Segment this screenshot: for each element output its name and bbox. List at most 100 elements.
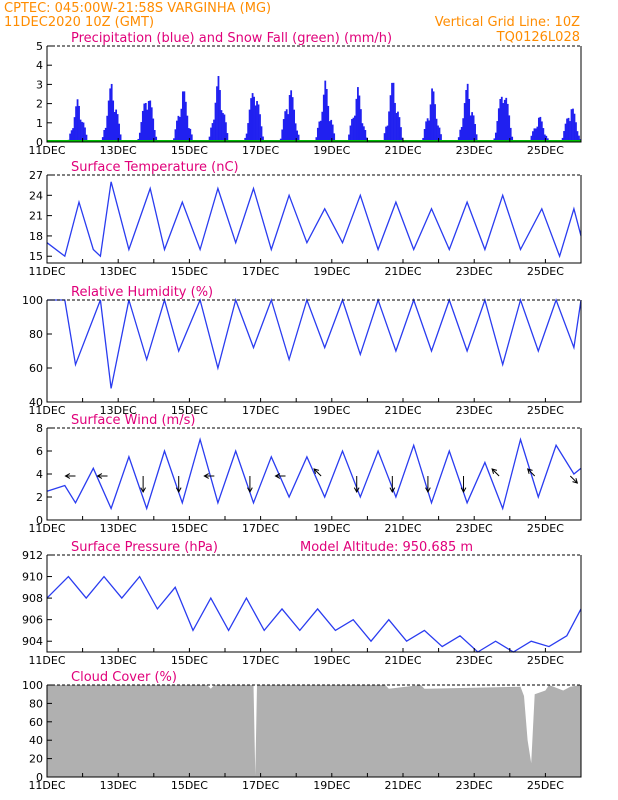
- precip-bar: [468, 98, 471, 142]
- precip-bar: [138, 132, 141, 142]
- precip-bar: [147, 101, 150, 142]
- precip-bar: [540, 121, 543, 142]
- precip-bar: [331, 124, 334, 142]
- wind-xtick-label: 15DEC: [171, 522, 208, 535]
- precip-bar: [190, 134, 193, 142]
- precip-bar: [149, 100, 152, 142]
- precip-bar: [328, 121, 331, 142]
- precip-bar: [566, 118, 568, 142]
- precip-bar: [386, 125, 389, 142]
- precip-bar: [174, 129, 177, 142]
- precip-bar: [511, 136, 514, 142]
- station-header: CPTEC: 045:00W-21:58S VARGINHA (MG): [4, 1, 271, 16]
- precip-bar: [431, 88, 433, 142]
- wind-arrow: [389, 476, 396, 494]
- cloud-title: Cloud Cover (%): [71, 670, 177, 685]
- precip-bar: [364, 130, 367, 142]
- precip-bar: [359, 109, 362, 142]
- wind-ytick-label: 0: [36, 514, 43, 527]
- pres-xtick-label: 15DEC: [171, 654, 208, 667]
- precip-bar: [426, 118, 429, 142]
- precip-bar: [333, 133, 336, 142]
- precip-bar: [503, 99, 506, 142]
- cloud-ytick-label: 60: [29, 716, 43, 729]
- wind-xtick-label: 19DEC: [313, 522, 350, 535]
- pres-xtick-label: 11DEC: [28, 654, 65, 667]
- precip-bar: [576, 131, 579, 142]
- precip-bar: [466, 83, 469, 142]
- cloud-xtick-label: 15DEC: [171, 779, 208, 792]
- precip-bar: [400, 127, 402, 142]
- wind-arrow: [353, 476, 360, 494]
- precip-bar: [287, 114, 290, 142]
- precip-bar: [256, 101, 258, 142]
- wind-arrow-head: [353, 487, 360, 494]
- precip-bar: [322, 94, 325, 142]
- cloud-frame: [46, 685, 582, 778]
- wind-arrow-head: [491, 468, 498, 474]
- precip-bar: [395, 112, 398, 142]
- precip-bar: [496, 121, 499, 142]
- wind-series-line: [46, 437, 582, 511]
- precip-bar: [216, 86, 218, 142]
- temp-xtick-label: 25DEC: [527, 265, 564, 278]
- precip-bar: [457, 137, 460, 142]
- precip-bar: [213, 119, 215, 142]
- temp-xtick-label: 17DEC: [242, 265, 279, 278]
- precip-bar: [118, 123, 120, 142]
- wind-title: Surface Wind (m/s): [71, 413, 195, 428]
- rh-xtick-label: 21DEC: [384, 404, 421, 417]
- wind-arrow-head: [247, 487, 253, 494]
- precip-bar: [422, 137, 425, 142]
- precip-bar: [294, 123, 297, 142]
- precip-bar: [348, 134, 350, 142]
- precip-bar: [85, 134, 88, 142]
- precip-bar: [383, 133, 386, 142]
- panel-cloud: Cloud Cover (%) 0 20 40 60 80 100 11DEC 13DEC 15D…: [22, 670, 582, 792]
- cloud-xtick-label: 19DEC: [313, 779, 350, 792]
- precip-bar: [469, 115, 472, 142]
- panel-precip: Precipitation (blue) and Snow Fall (gree…: [28, 31, 582, 157]
- precip-bar: [152, 118, 155, 142]
- precip-bar: [260, 126, 263, 142]
- wind-arrow-head: [175, 487, 182, 494]
- pres-ytick-label: 904: [22, 635, 43, 648]
- cloud-ytick-label: 80: [29, 697, 43, 710]
- panel-temp: Surface Temperature (nC) 15 18 21 24 27 11DEC 1…: [28, 160, 582, 278]
- precip-bar: [257, 104, 260, 142]
- precip-bar: [460, 126, 463, 142]
- precip-bar: [101, 137, 104, 142]
- wind-arrow: [313, 468, 322, 477]
- precip-bar: [570, 109, 573, 142]
- precip-bar: [500, 96, 503, 142]
- wind-arrow: [96, 473, 108, 479]
- precip-bar: [502, 103, 505, 142]
- precip-ytick-label: 2: [36, 98, 43, 111]
- wind-ytick-label: 2: [36, 491, 43, 504]
- precip-bar: [297, 134, 300, 142]
- wind-ytick-label: 8: [36, 422, 43, 435]
- rh-xtick-label: 17DEC: [242, 404, 279, 417]
- precip-bar: [251, 93, 254, 142]
- precip-ytick-label: 5: [36, 40, 43, 53]
- pres-annotation: Model Altitude: 950.685 m: [300, 540, 473, 555]
- wind-xtick-label: 13DEC: [100, 522, 137, 535]
- precip-bar: [474, 124, 476, 142]
- wind-xtick-label: 23DEC: [456, 522, 493, 535]
- precip-bar: [244, 137, 247, 142]
- wind-arrow-head: [460, 487, 467, 494]
- pres-xtick-label: 23DEC: [456, 654, 493, 667]
- precip-bar: [79, 119, 82, 142]
- pres-ytick-label: 908: [22, 592, 43, 605]
- precip-bar: [361, 123, 364, 142]
- precip-xtick-label: 13DEC: [100, 144, 137, 157]
- precip-bar: [425, 121, 428, 142]
- precip-bar: [537, 117, 540, 142]
- temp-xtick-label: 23DEC: [456, 265, 493, 278]
- precip-bar: [110, 83, 113, 142]
- wind-arrow-shaft: [313, 468, 322, 477]
- precip-bar: [535, 128, 537, 142]
- precip-bar: [494, 132, 497, 142]
- precip-bar: [463, 103, 466, 142]
- pres-ytick-label: 906: [22, 614, 43, 627]
